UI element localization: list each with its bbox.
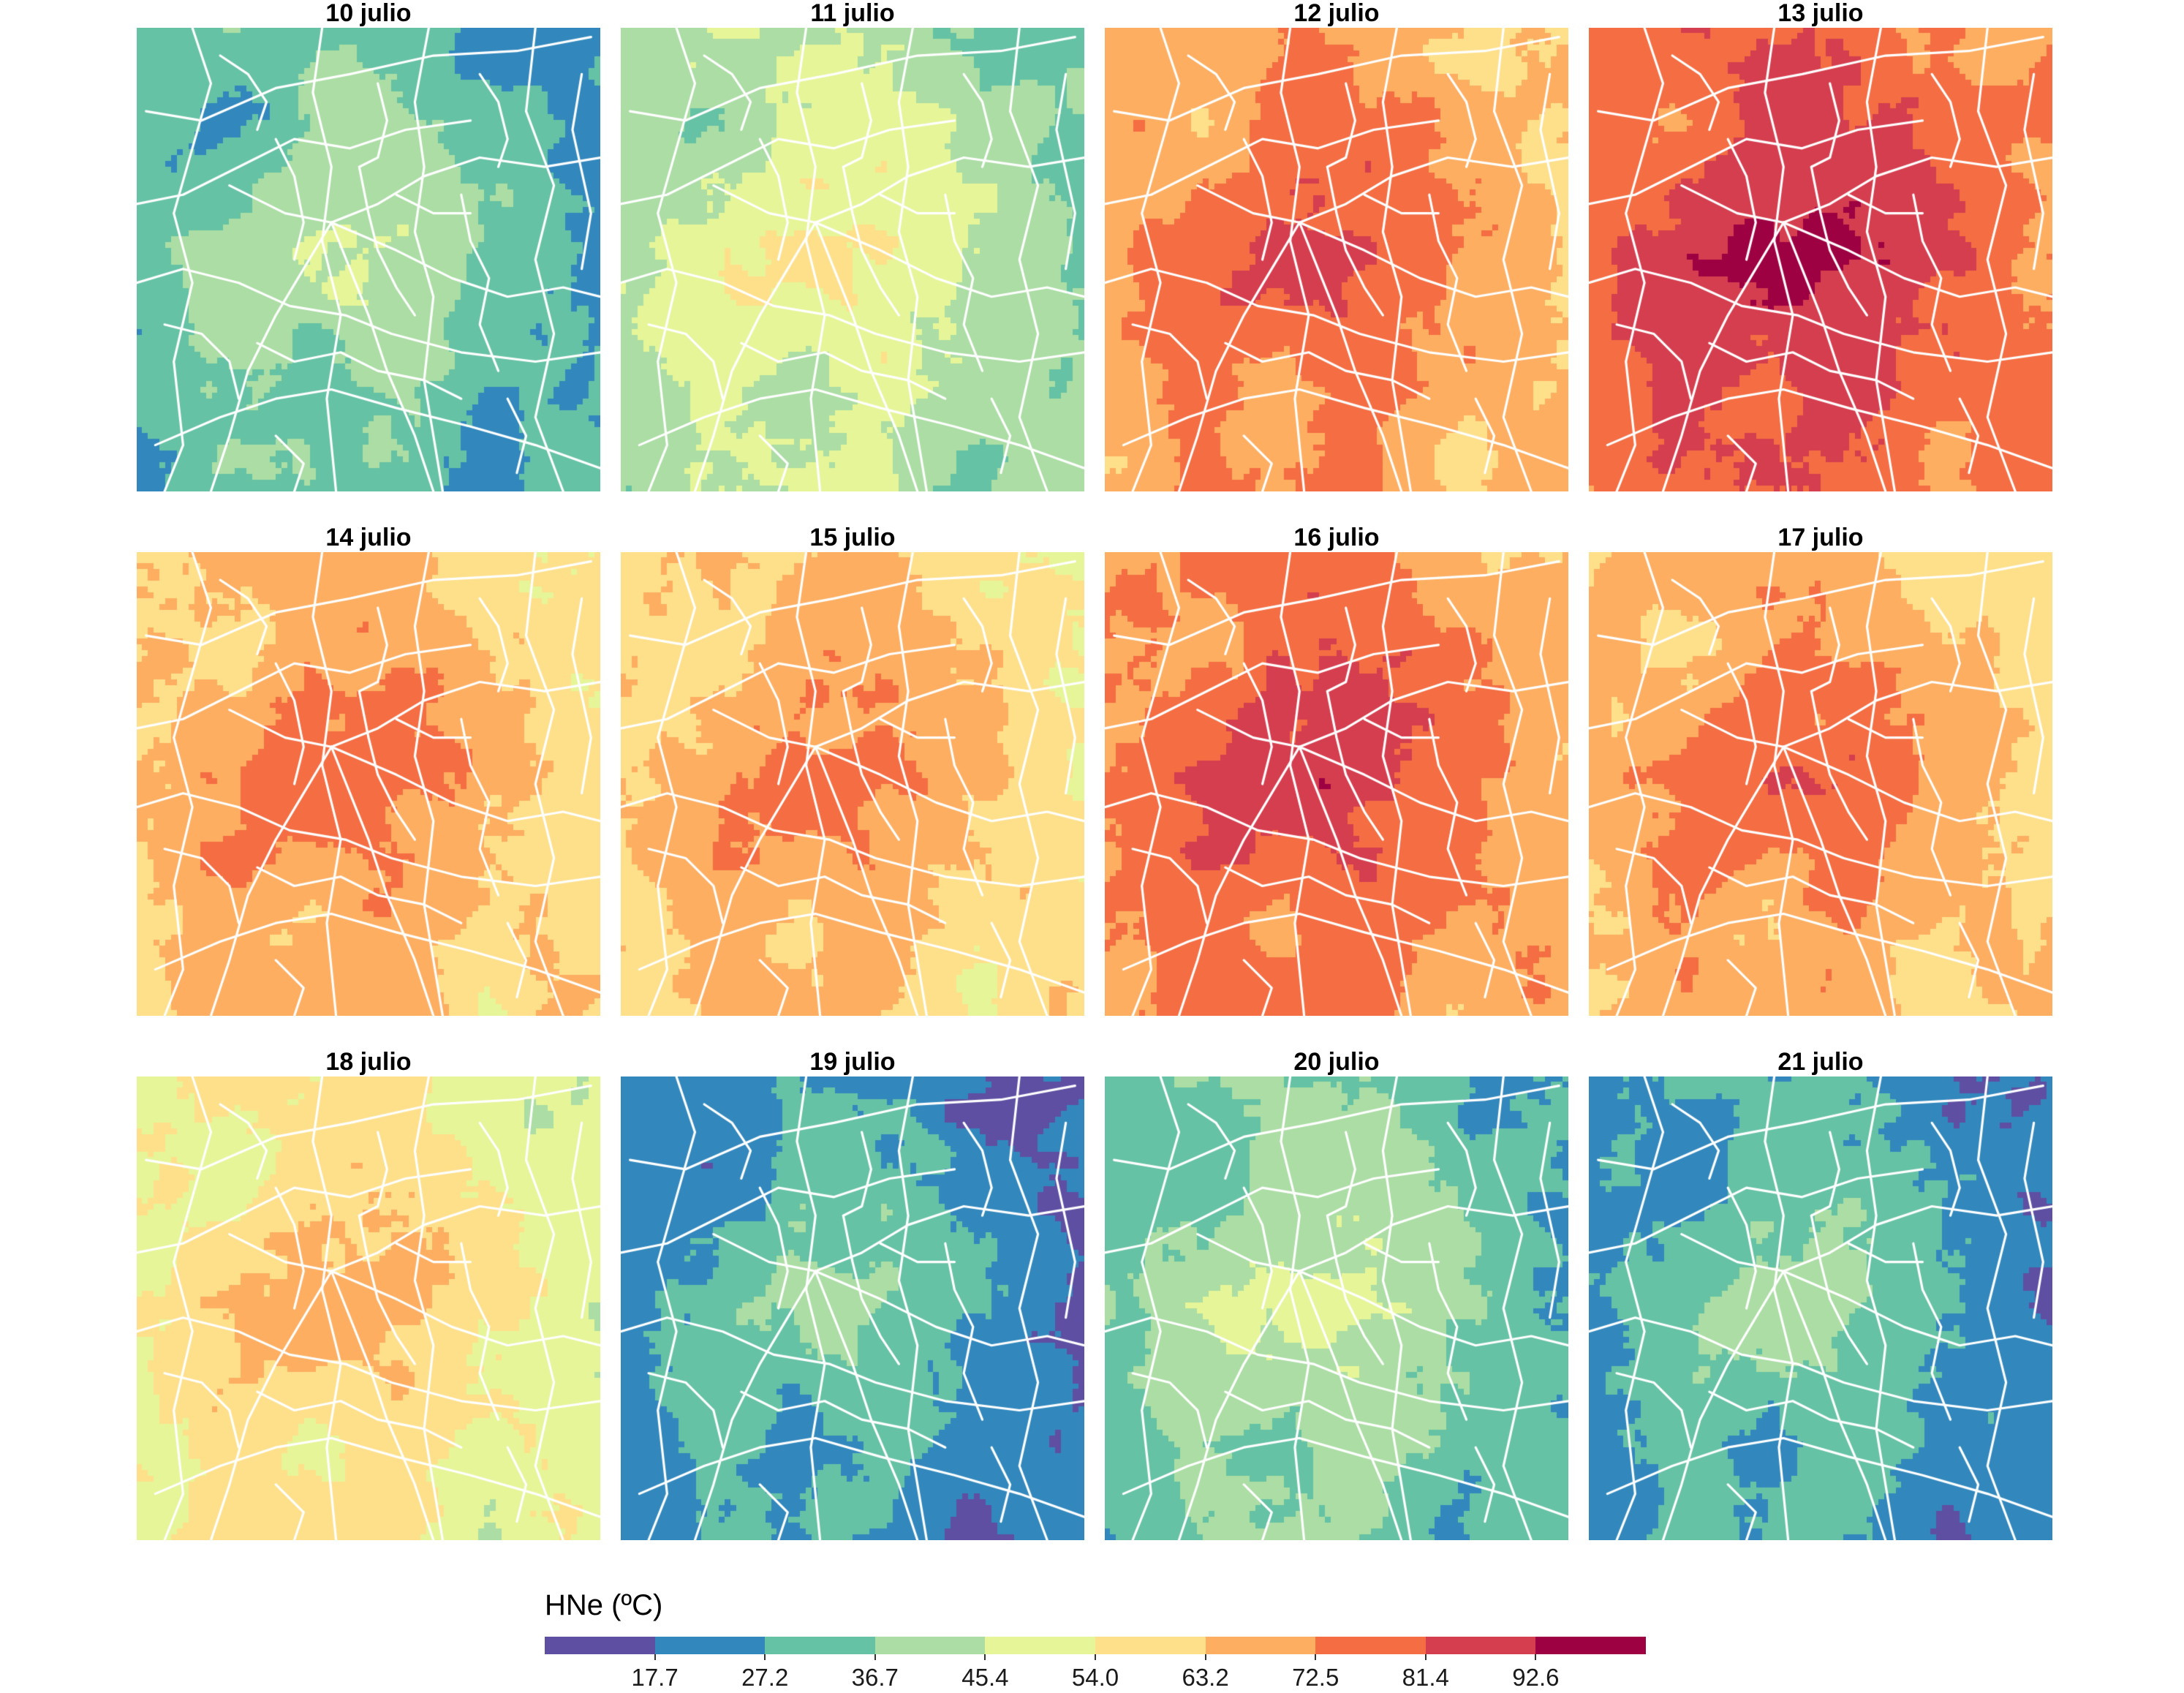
panel-title: 20 julio <box>1293 1048 1380 1076</box>
panel-title: 17 julio <box>1777 524 1864 551</box>
legend-tick-label: 54.0 <box>1071 1664 1119 1691</box>
panel-title: 18 julio <box>325 1048 412 1076</box>
legend-tick-label: 36.7 <box>851 1664 899 1691</box>
legend-color-bar <box>545 1637 1646 1654</box>
panel-title: 14 julio <box>325 524 412 551</box>
heat-index-raster-map <box>1589 552 2052 1016</box>
legend-swatch <box>545 1637 655 1654</box>
legend-swatch <box>874 1637 986 1654</box>
heat-index-raster-map <box>137 552 600 1016</box>
legend-swatch <box>765 1637 875 1654</box>
panel-title: 12 julio <box>1293 0 1380 27</box>
legend-tick-mark <box>1424 1654 1427 1660</box>
heat-index-raster-map <box>1589 28 2052 491</box>
legend-tick-mark <box>1535 1654 1537 1660</box>
legend-tick-mark <box>874 1654 876 1660</box>
legend-tick-label: 72.5 <box>1292 1664 1340 1691</box>
heat-index-raster-map <box>621 28 1084 491</box>
legend-swatch <box>985 1637 1095 1654</box>
legend-tick-mark <box>1204 1654 1206 1660</box>
heat-index-raster-map <box>1105 1076 1568 1540</box>
panel-title: 19 julio <box>809 1048 896 1076</box>
heat-index-raster-map <box>137 28 600 491</box>
color-legend: HNe (ºC) 17.7 27.2 36.7 45.4 54.0 63.2 72.5 81.… <box>545 1588 1649 1693</box>
legend-tick-label: 63.2 <box>1182 1664 1229 1691</box>
legend-tick-label: 17.7 <box>631 1664 679 1691</box>
legend-tick-mark <box>654 1654 656 1660</box>
panel-title: 10 julio <box>325 0 412 27</box>
legend-swatch <box>1315 1637 1426 1654</box>
legend-tick-label: 81.4 <box>1402 1664 1449 1691</box>
panel-title: 11 julio <box>810 0 895 27</box>
heat-index-raster-map <box>1589 1076 2052 1540</box>
heat-index-raster-map <box>1105 552 1568 1016</box>
legend-tick-mark <box>984 1654 986 1660</box>
panel-title: 21 julio <box>1777 1048 1864 1076</box>
heat-index-raster-map <box>137 1076 600 1540</box>
heat-index-raster-map <box>621 552 1084 1016</box>
panel-title: 15 julio <box>809 524 896 551</box>
legend-tick-mark <box>764 1654 766 1660</box>
heat-index-raster-map <box>621 1076 1084 1540</box>
legend-tick-label: 27.2 <box>741 1664 789 1691</box>
legend-tick-label: 92.6 <box>1512 1664 1560 1691</box>
legend-swatch <box>1535 1637 1646 1654</box>
legend-swatch <box>654 1637 766 1654</box>
legend-tick-mark <box>1095 1654 1096 1660</box>
heat-index-raster-map <box>1105 28 1568 491</box>
legend-swatch <box>1205 1637 1316 1654</box>
legend-tick-mark <box>1315 1654 1317 1660</box>
legend-tick-label: 45.4 <box>961 1664 1009 1691</box>
panel-title: 13 julio <box>1777 0 1864 27</box>
legend-title: HNe (ºC) <box>545 1589 663 1621</box>
panel-title: 16 julio <box>1293 524 1380 551</box>
legend-swatch <box>1425 1637 1536 1654</box>
legend-swatch <box>1095 1637 1206 1654</box>
